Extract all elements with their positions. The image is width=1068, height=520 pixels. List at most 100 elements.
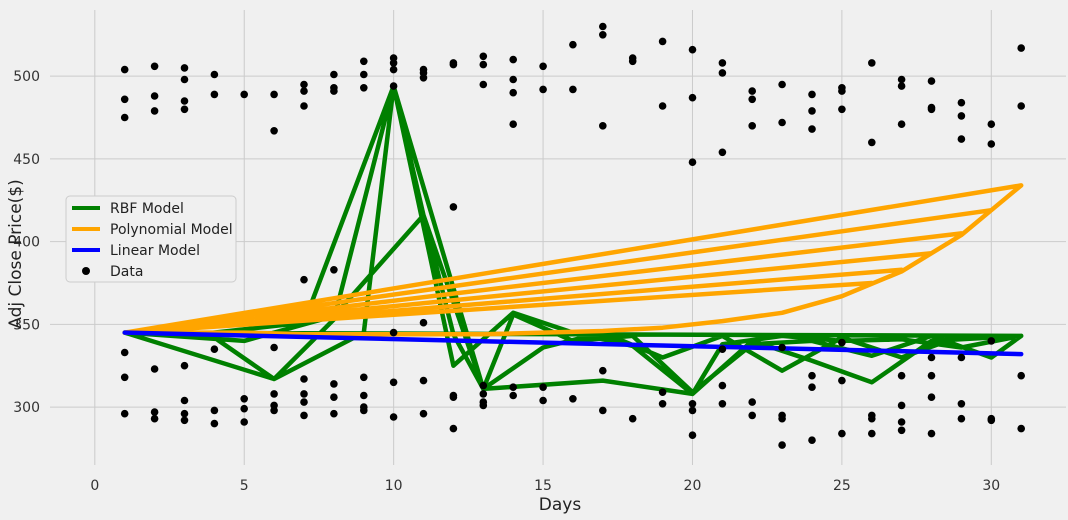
data-point (419, 74, 428, 82)
legend-linear-label: Linear Model (110, 243, 200, 259)
x-tick-label: 30 (982, 478, 1000, 494)
data-point (628, 57, 637, 66)
data-point (360, 84, 368, 92)
y-axis-label: Adj Close Price($) (6, 179, 26, 329)
x-axis-label: Days (539, 495, 582, 515)
data-point (688, 45, 697, 54)
data-point (210, 345, 219, 354)
data-point (718, 345, 727, 354)
data-point (150, 107, 159, 115)
data-point (957, 353, 966, 362)
data-point (838, 338, 846, 347)
data-point (897, 401, 906, 410)
data-point (569, 395, 577, 403)
data-point (509, 88, 517, 97)
data-point (419, 409, 428, 418)
data-point (718, 148, 727, 157)
data-point (360, 373, 368, 382)
data-point (270, 127, 278, 135)
data-point (120, 65, 129, 74)
data-point (150, 62, 159, 71)
data-point (360, 406, 368, 415)
data-point (957, 400, 966, 408)
data-point (389, 65, 398, 74)
data-point (180, 416, 189, 425)
data-point (808, 436, 816, 445)
data-point (927, 353, 936, 362)
data-point (987, 416, 996, 425)
data-point (868, 414, 876, 423)
data-point (120, 95, 129, 104)
data-point (539, 383, 547, 392)
data-point (987, 337, 996, 345)
data-point (718, 69, 727, 77)
data-point (599, 406, 607, 415)
data-point (509, 75, 517, 84)
data-point (838, 105, 846, 114)
y-tick-label: 500 (13, 69, 40, 85)
data-point (180, 409, 189, 418)
data-point (240, 404, 248, 413)
data-point (957, 414, 966, 423)
data-point (838, 87, 846, 95)
data-point (927, 371, 936, 380)
data-point (330, 70, 338, 79)
data-point (180, 97, 189, 105)
data-point (1017, 371, 1025, 380)
data-point (360, 70, 368, 79)
polynomial-model-line (122, 183, 1024, 337)
data-point (778, 441, 786, 449)
data-point (897, 82, 906, 90)
data-point (927, 77, 936, 85)
data-point (180, 64, 189, 72)
data-point (987, 140, 996, 148)
data-point (479, 381, 488, 390)
data-point (838, 376, 846, 385)
data-point (330, 393, 338, 402)
data-point (1017, 102, 1025, 110)
data-point (270, 343, 278, 352)
data-point (180, 75, 189, 84)
legend-data-swatch (82, 267, 90, 275)
y-tick-label: 400 (13, 235, 40, 251)
x-tick-labels: 0 5 10 15 20 25 30 (90, 478, 1000, 494)
data-points (120, 22, 1025, 449)
data-point (240, 418, 248, 426)
data-point (897, 75, 906, 84)
data-point (778, 414, 786, 423)
data-point (688, 158, 697, 166)
data-point (658, 400, 667, 408)
data-point (300, 87, 308, 95)
data-point (778, 118, 786, 127)
data-point (808, 125, 816, 133)
data-point (628, 414, 637, 423)
legend: RBF Model Polynomial Model Linear Model … (65, 195, 237, 283)
data-point (300, 411, 308, 420)
data-point (658, 37, 667, 46)
linear-model-line (122, 330, 1024, 357)
data-point (419, 376, 428, 385)
data-point (389, 378, 398, 387)
data-point (300, 80, 308, 89)
data-point (300, 398, 308, 406)
data-point (210, 419, 219, 428)
data-point (240, 395, 248, 403)
data-point (599, 122, 607, 130)
data-point (658, 388, 667, 397)
data-point (479, 60, 488, 69)
data-point (808, 107, 816, 115)
y-tick-label: 350 (13, 317, 40, 333)
x-tick-label: 25 (833, 478, 851, 494)
data-point (748, 95, 756, 104)
data-point (897, 426, 906, 435)
legend-rbf-label: RBF Model (110, 201, 184, 217)
data-point (479, 52, 488, 61)
x-tick-label: 0 (90, 478, 99, 494)
data-point (509, 55, 517, 64)
data-point (658, 102, 667, 110)
data-point (748, 398, 756, 406)
data-point (389, 328, 398, 337)
data-point (150, 414, 159, 423)
data-point (838, 429, 846, 438)
